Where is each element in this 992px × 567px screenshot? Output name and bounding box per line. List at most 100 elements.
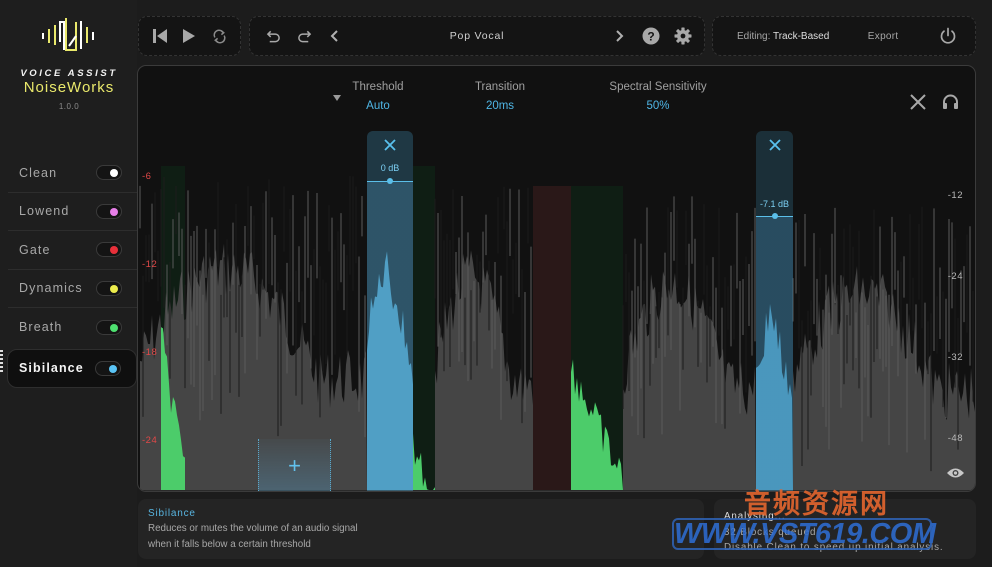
skip-to-start-icon [152,29,167,43]
module-label: Lowend [19,204,70,219]
add-band-button[interactable]: + [258,439,331,491]
module-clean[interactable]: Clean [8,154,137,193]
undo-button[interactable] [262,25,284,47]
analysis-status-panel: Analysing... 32 Blocks queued Disable Cl… [714,499,976,559]
dynamics-toggle[interactable] [96,280,122,296]
status-line: Disable Clean to speed up initial analys… [724,542,944,553]
drag-handle[interactable] [0,350,3,374]
plus-icon: + [288,453,301,478]
module-list: Clean Lowend Gate Dynamics Breath Sibila… [7,154,137,388]
module-label: Dynamics [19,281,83,296]
preset-bar: Pop Vocal ? [249,16,705,56]
sidebar: VOICE ASSIST NoiseWorks 1.0.0 Clean Lowe… [0,0,137,567]
module-dynamics[interactable]: Dynamics [8,270,137,308]
chevron-right-icon [616,30,624,42]
band-gain-handle[interactable] [387,178,393,184]
brand-subtitle: VOICE ASSIST [20,68,118,79]
param-label: Threshold [352,81,404,93]
param-threshold[interactable]: Threshold Auto [340,81,416,112]
undo-icon [266,30,280,43]
chevron-left-icon [330,30,338,42]
param-value[interactable]: 50% [646,100,670,112]
info-line: when it falls below a certain threshold [148,539,311,550]
breath-toggle[interactable] [96,319,122,335]
module-label: Breath [19,320,63,335]
remove-band-icon[interactable] [384,139,396,151]
sibilance-band-2[interactable]: -7.1 dB [756,131,793,491]
axis-left-label: -24 [142,435,158,446]
lowend-toggle[interactable] [96,203,122,219]
editing-prefix: Editing: [737,30,771,42]
listen-button[interactable] [939,91,961,113]
module-label: Gate [19,242,51,257]
power-icon [940,27,956,44]
help-icon: ? [642,27,660,45]
sibilance-toggle[interactable] [95,360,121,376]
next-preset-button[interactable] [608,25,630,47]
loop-button[interactable] [208,25,230,47]
loop-icon [213,29,226,43]
power-button[interactable] [937,25,959,47]
gate-toggle[interactable] [96,242,122,258]
version-label: 1.0.0 [58,102,80,111]
editing-mode-selector[interactable]: Editing: Track-Based [737,31,829,42]
preset-name[interactable]: Pop Vocal [449,30,505,42]
axis-right-label: -32 [947,352,963,363]
param-spectral-sensitivity[interactable]: Spectral Sensitivity 50% [593,81,723,112]
axis-right-label: -12 [947,190,963,201]
module-info-panel: Sibilance Reduces or mutes the volume of… [138,499,704,559]
status-line: Analysing... [724,511,786,522]
band-gain-label: 0 dB [380,163,400,173]
play-icon [183,29,196,43]
module-label: Sibilance [19,361,84,375]
play-button[interactable] [178,25,200,47]
session-bar: Editing: Track-Based Export [712,16,976,56]
clean-toggle[interactable] [96,165,122,181]
info-description: Reduces or mutes the volume of an audio … [148,521,694,553]
module-breath[interactable]: Breath [8,308,137,347]
module-gate[interactable]: Gate [8,231,137,270]
editing-mode-value: Track-Based [772,30,830,42]
param-value[interactable]: 20ms [485,100,515,112]
skip-to-start-button[interactable] [149,25,171,47]
transport-controls [138,16,241,56]
axis-right-label: -48 [947,433,963,444]
param-label: Spectral Sensitivity [609,81,707,93]
param-label: Transition [474,81,526,93]
noiseworks-logo-icon [42,18,94,51]
threshold-dropdown-icon[interactable] [333,95,341,101]
settings-button[interactable] [672,25,694,47]
eye-icon [946,468,964,478]
close-editor-button[interactable] [907,91,929,113]
previous-preset-button[interactable] [324,25,346,47]
visibility-button[interactable] [944,462,966,484]
axis-left-label: -12 [142,259,158,270]
axis-right-label: -24 [947,271,963,282]
axis-left-label: -6 [142,171,152,182]
redo-button[interactable] [293,25,315,47]
help-button[interactable]: ? [640,25,662,47]
info-line: Reduces or mutes the volume of an audio … [148,523,358,534]
remove-band-icon[interactable] [768,139,781,151]
status-line: 32 Blocks queued [724,526,817,538]
svg-text:?: ? [647,30,654,44]
band-gain-handle[interactable] [771,213,778,219]
redo-icon [297,30,311,43]
param-value[interactable]: Auto [366,100,390,112]
waveform-editor[interactable]: -6 -12 -18 -24 -12 -24 -32 -48 0 dB -7.1… [137,65,976,492]
close-icon [910,94,926,110]
module-lowend[interactable]: Lowend [8,193,137,231]
headphones-icon [942,94,958,109]
module-label: Clean [19,165,58,180]
parameter-bar: Threshold Auto Transition 20ms Spectral … [138,81,975,121]
sibilance-band-1[interactable]: 0 dB [367,131,413,491]
brand-name: NoiseWorks [23,79,115,96]
band-gain-label: -7.1 dB [759,199,790,209]
param-transition[interactable]: Transition 20ms [460,81,540,112]
export-button[interactable]: Export [867,30,899,42]
info-title: Sibilance [148,508,196,519]
gear-icon [674,27,692,45]
axis-left-label: -18 [142,347,158,358]
module-sibilance[interactable]: Sibilance [7,348,137,388]
waveform-display[interactable] [138,66,976,492]
